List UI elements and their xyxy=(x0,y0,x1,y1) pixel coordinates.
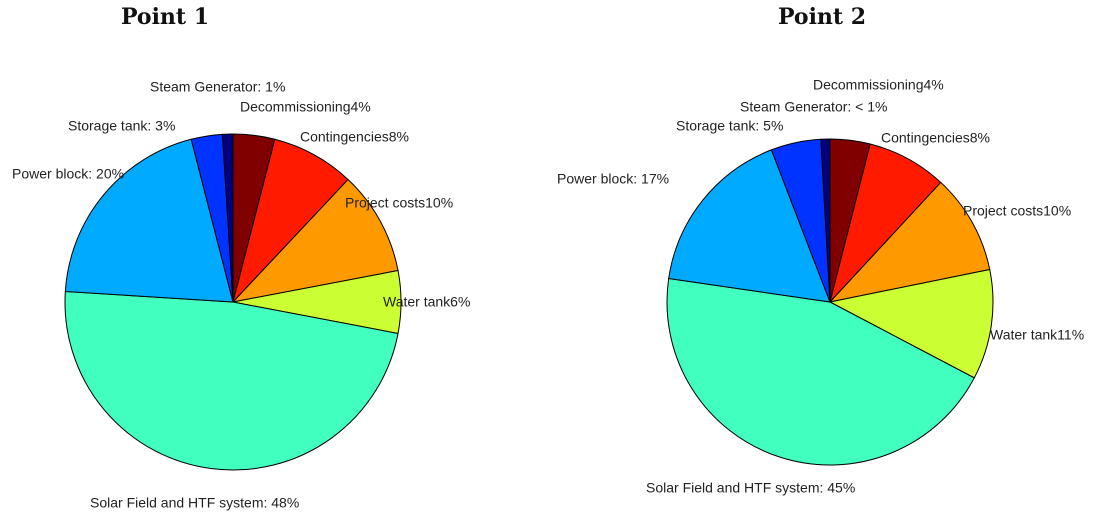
slice-label: Water tank6% xyxy=(383,294,470,310)
pie-slice xyxy=(828,181,991,303)
slice-label: Power block: 17% xyxy=(557,171,669,187)
slice-label: Steam Generator: 1% xyxy=(150,79,285,95)
slice-label: Decommissioning4% xyxy=(240,99,371,115)
pie-slice xyxy=(820,138,831,303)
pie-slice xyxy=(666,277,975,466)
slice-label: Solar Field and HTF system: 45% xyxy=(646,480,855,496)
pie-slice xyxy=(221,133,234,303)
pie-slice xyxy=(64,290,399,471)
slice-label: Storage tank: 3% xyxy=(68,118,175,134)
slice-label: Decommissioning4% xyxy=(813,77,944,93)
slice-label: Water tank11% xyxy=(990,327,1084,343)
slice-label: Contingencies8% xyxy=(300,129,409,145)
slice-label: Solar Field and HTF system: 48% xyxy=(90,495,299,511)
pie-slice xyxy=(64,138,234,303)
pie-slice xyxy=(231,178,399,303)
slice-label: Power block: 20% xyxy=(12,166,124,182)
chart-title: Point 2 xyxy=(778,4,866,30)
chart-title: Point 1 xyxy=(121,4,209,30)
slice-label: Contingencies8% xyxy=(881,130,990,146)
pie-slice xyxy=(668,149,831,303)
pie-slice xyxy=(828,268,994,379)
slice-label: Storage tank: 5% xyxy=(676,118,783,134)
slice-label: Project costs10% xyxy=(963,203,1071,219)
slice-label: Project costs10% xyxy=(345,195,453,211)
slice-label: Steam Generator: < 1% xyxy=(740,99,887,115)
